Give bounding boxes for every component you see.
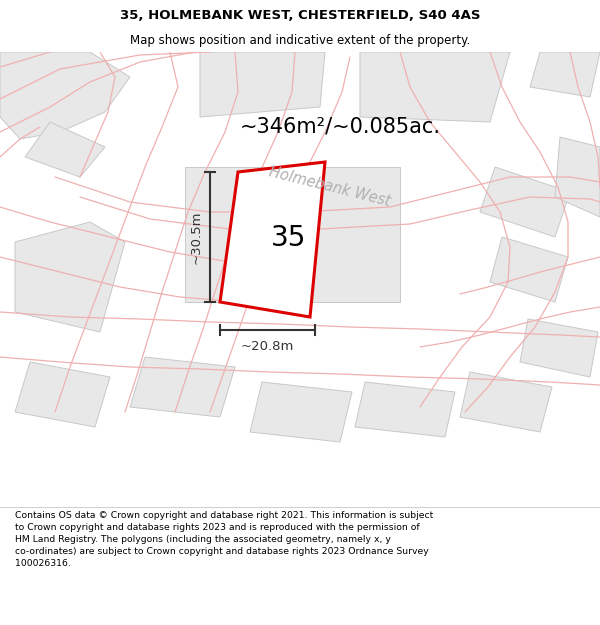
Polygon shape <box>520 319 598 377</box>
Text: Map shows position and indicative extent of the property.: Map shows position and indicative extent… <box>130 34 470 47</box>
Polygon shape <box>530 52 600 97</box>
Text: ~346m²/~0.085ac.: ~346m²/~0.085ac. <box>240 117 441 137</box>
Text: ~30.5m: ~30.5m <box>190 210 203 264</box>
Polygon shape <box>250 382 352 442</box>
Polygon shape <box>130 357 235 417</box>
Polygon shape <box>460 372 552 432</box>
Polygon shape <box>0 52 130 139</box>
Polygon shape <box>490 237 568 302</box>
Polygon shape <box>360 52 510 122</box>
Polygon shape <box>555 137 600 217</box>
Text: ~20.8m: ~20.8m <box>241 341 294 354</box>
Polygon shape <box>220 162 325 317</box>
Polygon shape <box>185 167 400 302</box>
Polygon shape <box>15 222 125 332</box>
Polygon shape <box>15 362 110 427</box>
Text: Contains OS data © Crown copyright and database right 2021. This information is : Contains OS data © Crown copyright and d… <box>15 511 433 568</box>
Text: 35, HOLMEBANK WEST, CHESTERFIELD, S40 4AS: 35, HOLMEBANK WEST, CHESTERFIELD, S40 4A… <box>120 9 480 22</box>
Polygon shape <box>25 122 105 177</box>
Polygon shape <box>480 167 570 237</box>
Polygon shape <box>200 52 325 117</box>
Text: Holmebank West: Holmebank West <box>268 164 392 209</box>
Polygon shape <box>355 382 455 437</box>
Text: 35: 35 <box>271 224 306 253</box>
